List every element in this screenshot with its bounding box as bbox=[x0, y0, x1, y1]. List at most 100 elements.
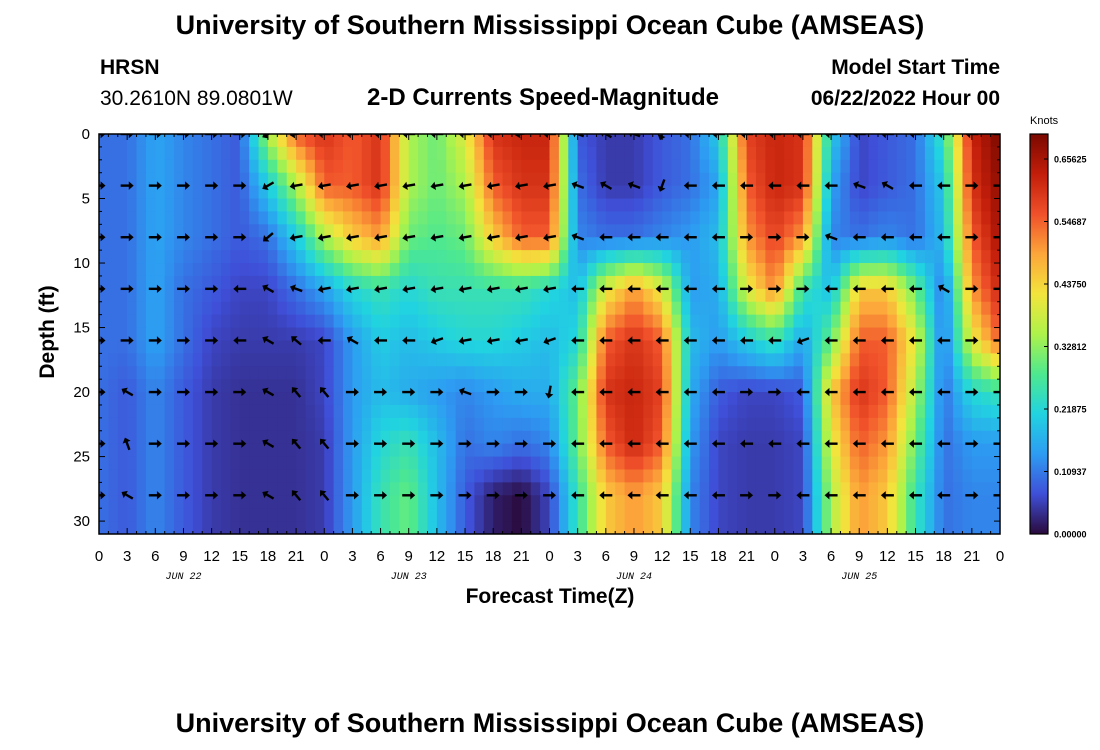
heatmap-cell bbox=[136, 392, 147, 406]
heatmap-cell bbox=[230, 495, 241, 509]
heatmap-cell bbox=[924, 301, 935, 316]
heatmap-cell bbox=[136, 366, 147, 380]
heatmap-cell bbox=[990, 495, 1000, 509]
heatmap-cell bbox=[436, 340, 447, 354]
heatmap-cell bbox=[971, 443, 982, 458]
heatmap-cell bbox=[211, 288, 222, 303]
heatmap-cell bbox=[183, 301, 194, 316]
heatmap-cell bbox=[455, 146, 466, 161]
direction-arrow bbox=[374, 233, 388, 242]
direction-arrow bbox=[458, 134, 472, 139]
heatmap-cell bbox=[145, 275, 156, 290]
heatmap-cell bbox=[521, 314, 532, 329]
heatmap-cell bbox=[455, 366, 466, 380]
heatmap-cell bbox=[361, 456, 372, 471]
heatmap-cell bbox=[389, 301, 400, 316]
heatmap-cell bbox=[117, 482, 128, 496]
heatmap-cell bbox=[502, 456, 513, 471]
heatmap-cell bbox=[286, 211, 297, 225]
heatmap-cell bbox=[465, 495, 476, 509]
heatmap-cell bbox=[587, 353, 598, 367]
heatmap-cell bbox=[615, 521, 626, 534]
heatmap-cell bbox=[549, 456, 560, 471]
heatmap-cell bbox=[127, 430, 138, 445]
heatmap-cell bbox=[690, 521, 701, 534]
heatmap-cell bbox=[249, 146, 260, 161]
heatmap-cell bbox=[521, 404, 532, 419]
heatmap-cell bbox=[915, 275, 926, 290]
heatmap-cell bbox=[127, 392, 138, 406]
chart-title: University of Southern Mississippi Ocean… bbox=[175, 10, 925, 40]
heatmap-cell bbox=[587, 417, 598, 432]
heatmap-cell bbox=[549, 327, 560, 342]
direction-arrow bbox=[458, 439, 472, 448]
heatmap-cell bbox=[465, 340, 476, 354]
heatmap-cell bbox=[718, 314, 729, 329]
heatmap-cell bbox=[380, 237, 391, 251]
direction-arrow bbox=[824, 232, 838, 241]
heatmap-cell bbox=[221, 263, 231, 277]
heatmap-cell bbox=[737, 521, 748, 534]
heatmap-cell bbox=[183, 366, 194, 380]
heatmap-cell bbox=[530, 314, 541, 329]
heatmap-cell bbox=[624, 185, 635, 200]
heatmap-cell bbox=[296, 198, 307, 213]
heatmap-cell bbox=[718, 521, 729, 534]
heatmap-cell bbox=[389, 379, 400, 393]
heatmap-cell bbox=[587, 404, 598, 419]
heatmap-cell bbox=[455, 456, 466, 471]
heatmap-cell bbox=[587, 185, 598, 200]
colorbar: Knots0.656250.546870.437500.328120.21875… bbox=[1029, 115, 1087, 540]
heatmap-cell bbox=[755, 263, 766, 277]
heatmap-cell bbox=[577, 134, 588, 148]
heatmap-cell bbox=[465, 301, 476, 316]
heatmap-cell bbox=[267, 340, 278, 354]
heatmap-cell bbox=[230, 404, 241, 419]
direction-arrow bbox=[571, 284, 585, 294]
heatmap-cell bbox=[849, 275, 860, 290]
heatmap-cell bbox=[239, 146, 250, 161]
heatmap-cell bbox=[596, 146, 607, 161]
heatmap-cell bbox=[277, 314, 288, 329]
heatmap-cell bbox=[662, 250, 673, 264]
heatmap-cell bbox=[699, 379, 710, 393]
heatmap-cell bbox=[549, 392, 560, 406]
heatmap-cell bbox=[371, 172, 382, 187]
heatmap-cell bbox=[502, 314, 513, 329]
heatmap-cell bbox=[249, 404, 260, 419]
heatmap-cell bbox=[117, 288, 128, 303]
heatmap-cell bbox=[192, 224, 203, 238]
heatmap-cell bbox=[183, 379, 194, 393]
heatmap-cell bbox=[906, 275, 917, 290]
heatmap-cell bbox=[540, 211, 551, 225]
heatmap-cell bbox=[296, 146, 307, 161]
heatmap-cell bbox=[981, 430, 992, 445]
heatmap-cell bbox=[849, 263, 860, 277]
heatmap-cell bbox=[624, 340, 635, 354]
heatmap-cell bbox=[183, 134, 194, 148]
heatmap-cell bbox=[887, 314, 898, 329]
heatmap-cell bbox=[521, 340, 532, 354]
heatmap-cell bbox=[671, 379, 682, 393]
heatmap-cell bbox=[568, 198, 579, 213]
x-tick-label: 12 bbox=[654, 548, 671, 565]
heatmap-cell bbox=[399, 353, 410, 367]
heatmap-cell bbox=[117, 301, 128, 316]
heatmap-cell bbox=[680, 417, 691, 432]
heatmap-cell bbox=[624, 237, 635, 251]
heatmap-cell bbox=[249, 340, 260, 354]
heatmap-cell bbox=[877, 288, 888, 303]
heatmap-cell bbox=[249, 172, 260, 187]
heatmap-cell bbox=[643, 250, 654, 264]
heatmap-cell bbox=[502, 482, 513, 496]
heatmap-cell bbox=[662, 456, 673, 471]
heatmap-cell bbox=[361, 469, 372, 483]
heatmap-cell bbox=[174, 404, 185, 419]
heatmap-cell bbox=[258, 263, 269, 277]
heatmap-cell bbox=[267, 134, 278, 148]
heatmap-cell bbox=[906, 392, 917, 406]
heatmap-cell bbox=[624, 327, 635, 342]
heatmap-cell bbox=[887, 340, 898, 354]
heatmap-cell bbox=[502, 430, 513, 445]
heatmap-cell bbox=[286, 224, 297, 238]
